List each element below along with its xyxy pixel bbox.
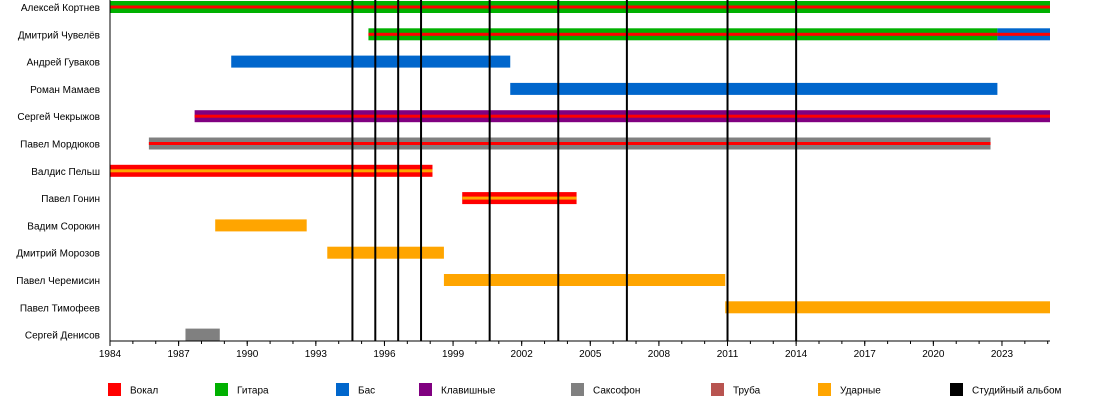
legend-label-guitar: Гитара: [237, 386, 269, 397]
member-bar-stripe: [148, 142, 991, 145]
member-bars: [110, 1, 1050, 341]
member-label: Валдис Пельш: [31, 167, 100, 178]
tick-label: 1984: [99, 349, 122, 360]
legend-label-drums: Ударные: [840, 386, 881, 397]
member-label: Павел Тимофеев: [20, 302, 100, 314]
tick-label: 2014: [785, 349, 808, 360]
member-label: Павел Гонин: [41, 194, 100, 205]
tick-label: 1990: [236, 349, 259, 360]
legend-label-bass: Бас: [358, 386, 375, 397]
legend-label-sax: Саксофон: [593, 385, 640, 397]
legend-swatch-album: [950, 383, 963, 396]
legend-swatch-bass: [336, 383, 349, 396]
member-bar: [185, 328, 220, 341]
tick-label: 2017: [854, 349, 877, 360]
legend-label-keys: Клавишные: [441, 386, 496, 397]
tick-label: 2011: [717, 349, 739, 360]
legend-label-vocal: Вокал: [130, 386, 158, 397]
tick-label: 2020: [922, 349, 945, 360]
member-bar: [510, 82, 998, 95]
member-bar: [327, 246, 444, 259]
legend-label-album: Студийный альбом: [972, 385, 1062, 397]
legend-swatch-sax: [571, 383, 584, 396]
tick-label: 2023: [991, 349, 1014, 360]
x-axis: 1984 1987 1990 1993 1996 1999 2002 2005 2008 2011…: [99, 0, 1050, 360]
member-bar-stripe: [110, 5, 1050, 9]
tick-label: 2005: [579, 349, 602, 360]
member-bar-stripe: [368, 32, 998, 36]
member-label: Вадим Сорокин: [27, 221, 100, 232]
member-bar-stripe: [462, 196, 577, 200]
tick-label: 2008: [648, 349, 671, 360]
member-bar: [215, 219, 307, 232]
member-bar: [725, 301, 1050, 314]
member-label: Павел Черемисин: [16, 276, 100, 287]
member-bar-stripe: [110, 169, 433, 173]
member-bar-stripe: [194, 114, 1050, 118]
legend-swatch-trumpet: [711, 383, 724, 396]
member-bar: [231, 55, 511, 68]
tick-label: 1987: [167, 349, 190, 360]
legend-swatch-vocal: [108, 383, 121, 396]
member-label: Дмитрий Чувелёв: [18, 30, 100, 41]
member-bar: [443, 274, 726, 286]
member-label: Алексей Кортнев: [21, 3, 100, 14]
tick-label: 1996: [373, 349, 396, 360]
member-bar-stripe: [997, 32, 1050, 36]
member-label: Сергей Чекрыжов: [17, 112, 100, 123]
legend-swatch-drums: [818, 383, 831, 396]
member-label: Дмитрий Морозов: [16, 249, 100, 260]
member-label: Роман Мамаев: [30, 85, 100, 96]
member-label: Андрей Гуваков: [27, 58, 100, 69]
tick-label: 1999: [442, 349, 465, 360]
member-labels: Алексей Кортнев Дмитрий Чувелёв Андрей Гув…: [16, 3, 100, 342]
legend: Вокал Гитара Бас Клавишные Саксофон Труба Удар…: [108, 383, 1062, 397]
member-label: Павел Мордюков: [20, 140, 100, 151]
legend-swatch-guitar: [215, 383, 228, 396]
member-label: Сергей Денисов: [25, 331, 100, 342]
legend-label-trumpet: Труба: [733, 385, 761, 397]
tick-label: 2002: [511, 349, 534, 360]
tick-label: 1993: [305, 349, 328, 360]
album-lines: [351, 0, 798, 341]
legend-swatch-keys: [419, 383, 432, 396]
